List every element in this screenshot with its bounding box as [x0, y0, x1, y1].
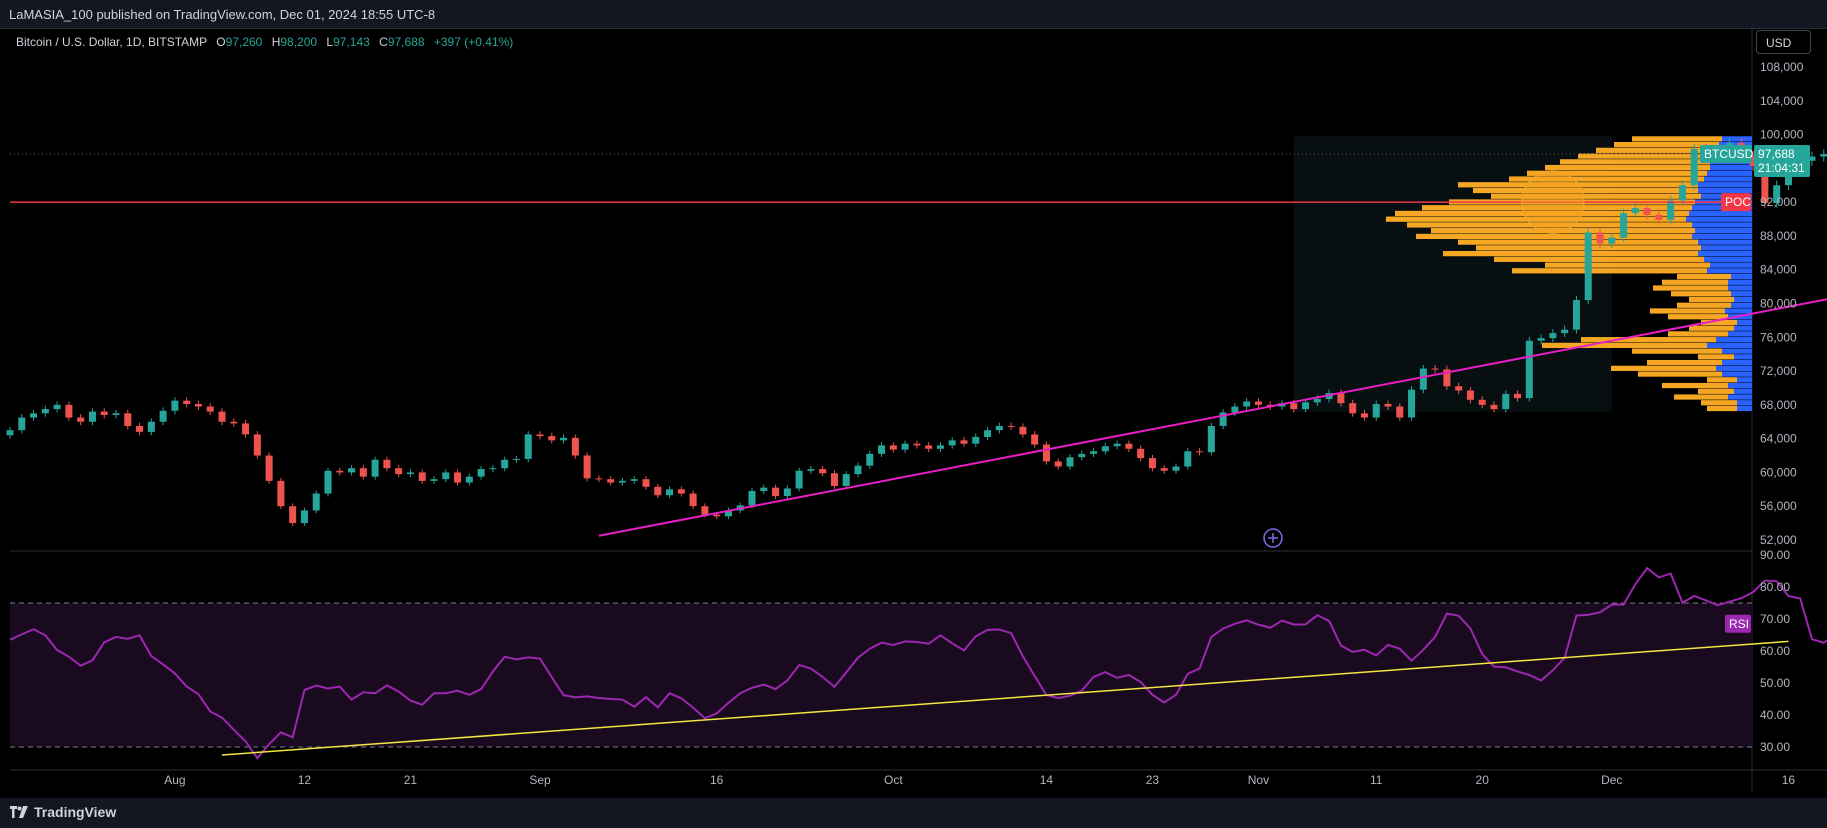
- publish-bar: LaMASIA_100 published on TradingView.com…: [0, 0, 1827, 28]
- change-value: +397 (+0.41%): [433, 35, 514, 49]
- open-label: O: [216, 35, 226, 49]
- symbol-legend: Bitcoin / U.S. Dollar, 1D, BITSTAMP O97,…: [16, 35, 513, 49]
- high-value: 98,200: [280, 35, 318, 49]
- high-label: H: [271, 35, 281, 49]
- chart-frame: [0, 28, 1827, 799]
- bottom-bar: [0, 798, 1827, 828]
- low-value: 97,143: [333, 35, 370, 49]
- close-label: C: [379, 35, 388, 49]
- open-value: 97,260: [225, 35, 263, 49]
- publish-info: LaMASIA_100 published on TradingView.com…: [9, 7, 436, 22]
- tradingview-brand[interactable]: TradingView: [34, 804, 117, 820]
- low-label: L: [326, 35, 334, 49]
- symbol-name[interactable]: Bitcoin / U.S. Dollar, 1D, BITSTAMP: [16, 35, 207, 49]
- tradingview-logo-icon: [10, 806, 28, 818]
- currency-button[interactable]: USD: [1756, 30, 1811, 54]
- close-value: 97,688: [387, 35, 425, 49]
